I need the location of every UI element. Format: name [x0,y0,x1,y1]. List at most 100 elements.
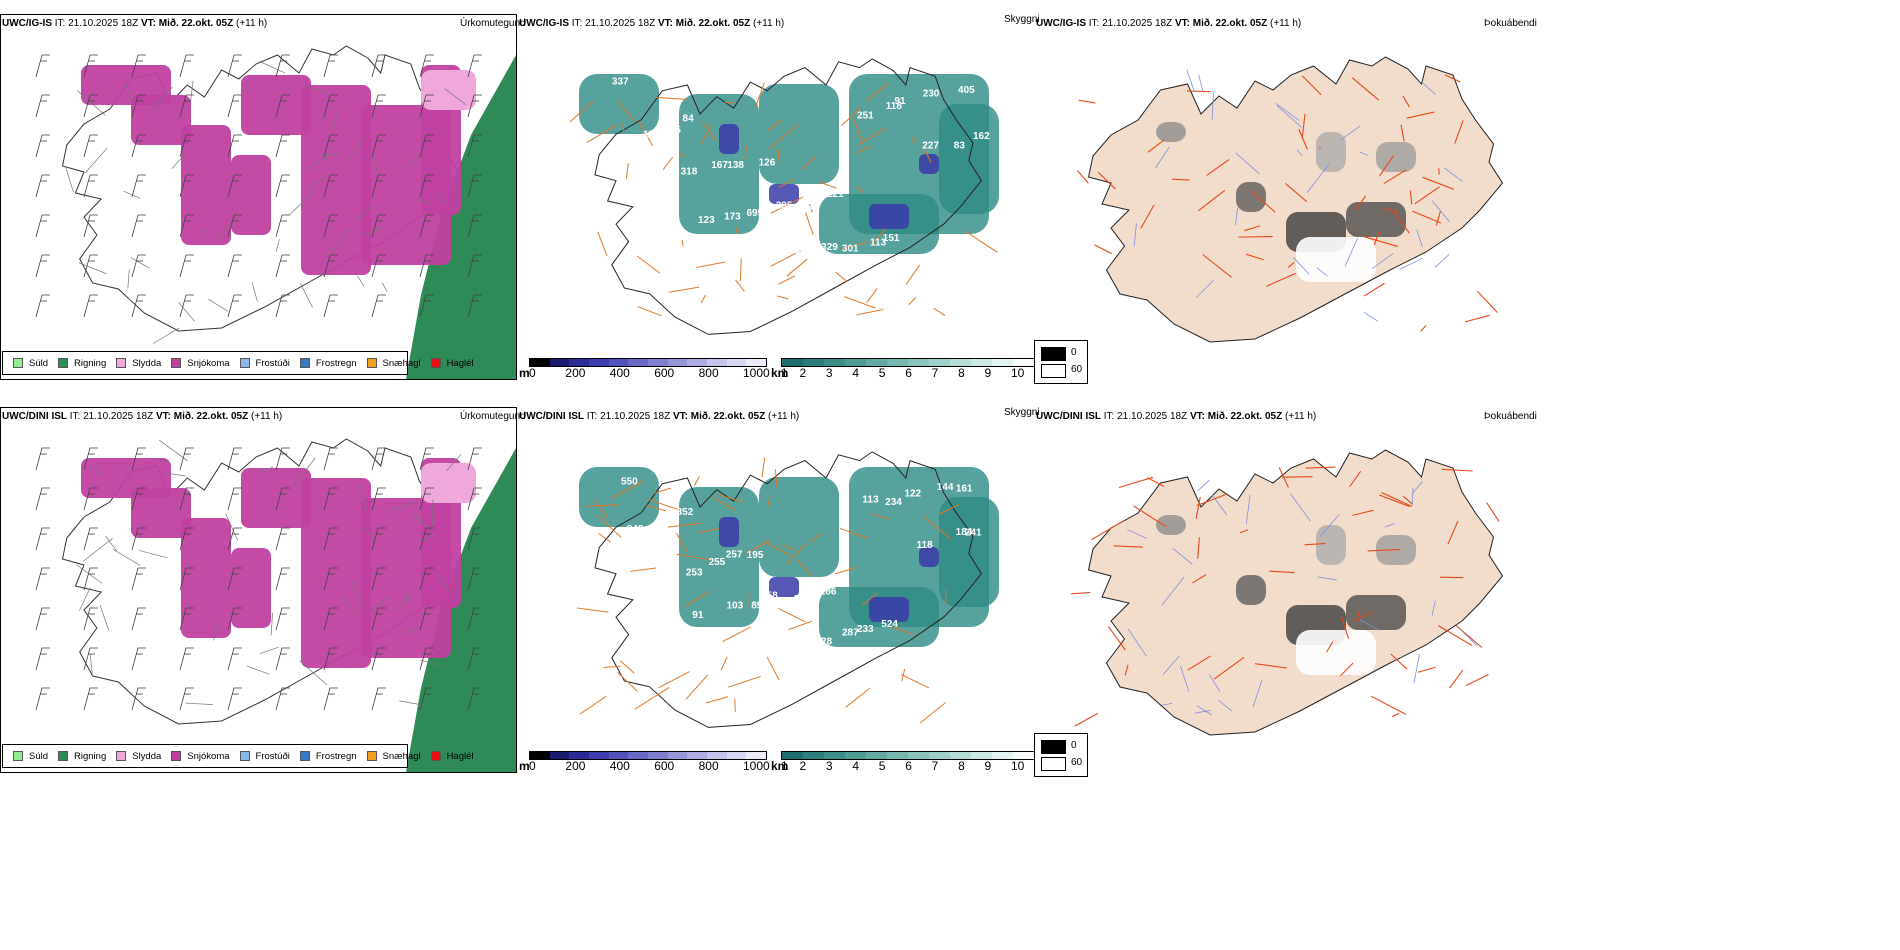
road-line [681,239,684,247]
road-line [770,250,801,267]
road-line [1363,282,1385,297]
wind-barb [131,527,146,551]
road-line [746,593,749,615]
wind-barb [35,567,50,591]
cloud-base-label: 405 [958,85,975,96]
wind-barb [131,567,146,591]
forecast-row: Súld Rigning Slydda Snjókoma Frostúði Frostre… [0,407,1900,787]
colorbar-step [707,752,727,759]
precip-legend-item: Haglél [430,751,474,762]
road-line [1409,190,1413,205]
cloud-base-label: 105 [664,125,681,136]
road-line [1124,664,1129,676]
road-line [130,257,150,269]
precip-legend-label: Rigning [74,357,107,369]
colorbar-tick-label: 7 [931,366,939,380]
snow-area [301,85,371,275]
cloud-area [759,477,839,577]
road-line [1076,170,1089,184]
road-line [646,498,680,511]
wind-barb [179,174,194,198]
colorbar-step [530,752,550,759]
road-line [151,86,173,112]
road-line [684,590,711,607]
precip-legend-item: Frostúði [239,750,290,762]
snow-area [181,125,231,245]
colorbar-step [824,359,845,366]
road-line [1269,570,1295,574]
wind-barb [371,487,386,511]
river-line [1363,312,1379,322]
wind-barb [323,54,338,78]
wind-barb [227,647,242,671]
colorbar-step [845,359,866,366]
lead-time: (+11 h) [236,18,268,29]
precip-legend-item: Slydda [116,751,161,762]
cloud-base-label: 66 [784,641,796,652]
river-line [1317,576,1337,581]
cloud-base-label: 158 [761,590,778,601]
fog-map [1071,449,1504,736]
cloud-base-label: 122 [904,488,921,499]
it-value: 21.10.2025 18Z [68,18,139,29]
fog-area [1156,515,1186,535]
road-line [381,282,388,292]
fog-map-panel [1036,32,1536,352]
road-line [293,457,316,487]
road-line [856,309,884,316]
road-line [369,596,389,612]
road-line [676,553,711,561]
vt-label: VT: [155,411,171,422]
lead-time: (+11 h) [753,18,785,29]
precip-legend-label: Snæhagl [382,357,421,369]
road-line [1278,467,1289,488]
wind-barb [467,527,482,551]
snow-area [241,468,311,528]
wind-barb [323,487,338,511]
cloud-area [759,84,839,184]
road-line [1187,655,1212,671]
road-line [1254,663,1288,669]
it-label: IT: [1103,411,1115,422]
wind-barb [323,567,338,591]
wind-barb [227,294,242,318]
cloud-base-label: 274 [794,594,811,605]
precip-legend-swatch [171,751,182,761]
sleet-area [421,463,476,503]
road-line [1400,124,1405,142]
colorbar-step [824,752,845,759]
road-line [579,695,607,715]
road-line [892,626,914,636]
fog-panel-header: UWC/IG-IS IT: 21.10.2025 18Z VT: Mið. 22… [1036,18,1301,29]
road-line [801,156,817,170]
road-line [1402,495,1413,505]
wind-barb [179,687,194,711]
road-line [1250,190,1276,213]
precip-legend-swatch [13,358,23,368]
vt-label: VT: [140,18,156,29]
road-line [1422,176,1455,190]
road-line [1213,656,1245,680]
precip-legend-swatch [366,751,377,761]
precip-legend-swatch [13,751,23,761]
wind-barb [35,447,50,471]
river-line [1319,514,1340,537]
fog-legend: 0 60 [1034,340,1088,384]
river-line [1162,655,1180,675]
cloud-base-label: 126 [759,157,776,168]
road-line [630,567,656,572]
precip-legend-label: Snjókoma [187,357,230,369]
road-line [127,269,130,289]
road-line [680,153,686,158]
wind-barb [419,687,434,711]
road-line [408,156,419,167]
road-line [1238,235,1273,238]
road-line [1352,509,1374,516]
precip-legend-label: Frostúði [255,750,290,762]
colorbar-step [950,752,971,759]
wind-barb [179,647,194,671]
fog-area [1316,132,1346,172]
road-line [611,480,644,499]
cloud-low-area [919,547,939,567]
colorbar-step [803,752,824,759]
